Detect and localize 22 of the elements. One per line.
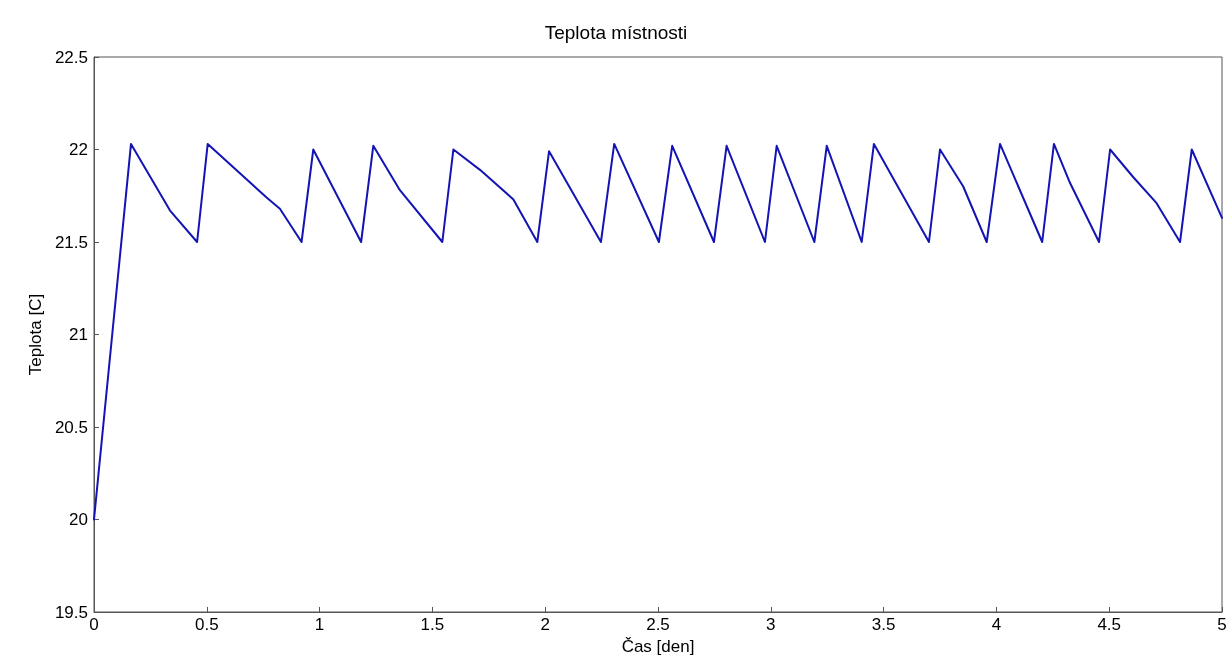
x-tick-label: 0.5 [194, 615, 219, 634]
x-tick-label: 4 [991, 615, 1002, 634]
x-tick-label: 1 [314, 615, 325, 634]
y-tick-label: 20 [69, 510, 88, 529]
x-tick-label: 4.5 [1097, 615, 1122, 634]
y-tick-label: 19.5 [54, 602, 88, 622]
y-tick-label: 21 [69, 325, 88, 344]
x-tick-label: 0 [89, 615, 99, 634]
y-tick-label: 20.5 [54, 417, 88, 437]
x-tick-label: 3 [766, 615, 776, 634]
x-tick-label: 3.5 [871, 615, 896, 634]
x-axis-title: Čas [den] [621, 636, 695, 656]
y-axis-title: Teplota [C] [26, 293, 46, 376]
x-tick-label: 1.5 [420, 615, 445, 634]
y-tick-label: 22.5 [54, 47, 88, 67]
x-tick-label: 2 [540, 615, 550, 634]
x-tick-label: 5 [1217, 615, 1227, 634]
y-tick-label: 22 [69, 140, 88, 159]
x-tick-label: 2.5 [646, 615, 670, 634]
line-series [93, 142, 1223, 521]
chart-title: Teplota místnosti [544, 22, 688, 43]
y-tick-label: 21.5 [54, 232, 88, 252]
